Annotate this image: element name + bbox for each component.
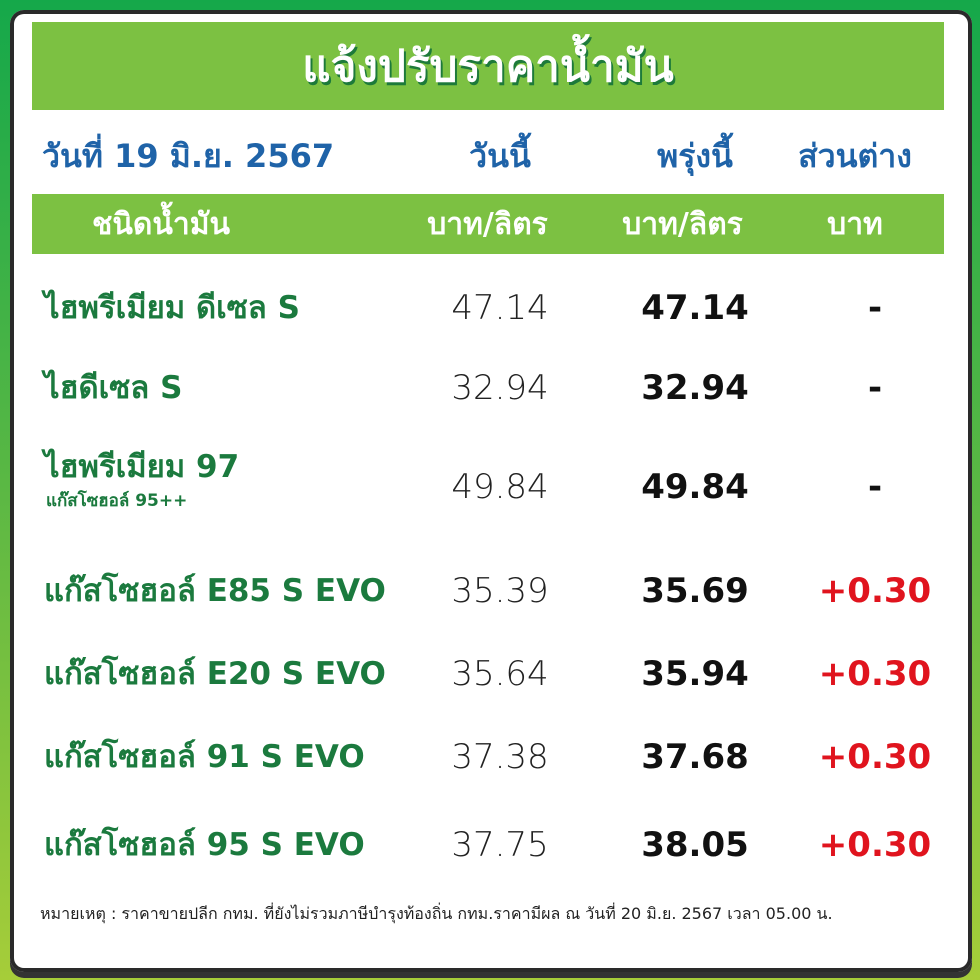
table-row: ไฮพรีเมียม 97 แก๊สโซฮอล์ 95++ 49.84 49.84 - <box>0 437 980 511</box>
price-diff: +0.30 <box>818 737 932 777</box>
today-price: 47.14 <box>451 288 549 328</box>
tomorrow-price: 35.94 <box>641 654 749 694</box>
today-price: 49.84 <box>451 467 549 507</box>
price-diff: +0.30 <box>818 825 932 865</box>
fuel-name: ไฮพรีเมียม ดีเซล S <box>44 290 300 326</box>
table-row: แก๊สโซฮอล์ 95 S EVO 37.75 38.05 +0.30 <box>0 815 980 875</box>
price-diff: - <box>867 368 883 408</box>
price-diff: +0.30 <box>818 654 932 694</box>
fuel-name: แก๊สโซฮอล์ 95 S EVO <box>44 827 365 863</box>
tomorrow-price: 47.14 <box>641 288 749 328</box>
table-row: แก๊สโซฮอล์ 91 S EVO 37.38 37.68 +0.30 <box>0 727 980 787</box>
page-title: แจ้งปรับราคาน้ำมัน <box>32 22 944 110</box>
tomorrow-price: 38.05 <box>641 825 749 865</box>
announcement-card <box>10 10 972 972</box>
today-price: 37.38 <box>451 737 549 777</box>
fuel-name: แก๊สโซฮอล์ E20 S EVO <box>44 656 386 692</box>
tomorrow-unit: บาท/ลิตร <box>622 207 743 242</box>
today-price: 35.39 <box>451 571 549 611</box>
fuel-name: ไฮพรีเมียม 97 <box>44 449 240 485</box>
tomorrow-price: 37.68 <box>641 737 749 777</box>
today-unit: บาท/ลิตร <box>427 207 548 242</box>
fuel-type-header: ชนิดน้ำมัน <box>92 207 230 242</box>
table-row: ไฮพรีเมียม ดีเซล S 47.14 47.14 - <box>0 278 980 338</box>
price-diff: - <box>867 288 883 328</box>
diff-unit: บาท <box>827 207 883 242</box>
price-diff: - <box>867 467 883 507</box>
table-row: แก๊สโซฮอล์ E20 S EVO 35.64 35.94 +0.30 <box>0 644 980 704</box>
fuel-name: ไฮดีเซล S <box>44 370 183 406</box>
date-label: วันที่ 19 มิ.ย. 2567 <box>42 137 335 175</box>
today-price: 37.75 <box>451 825 549 865</box>
today-price: 35.64 <box>451 654 549 694</box>
table-row: ไฮดีเซล S 32.94 32.94 - <box>0 358 980 418</box>
tomorrow-price: 35.69 <box>641 571 749 611</box>
price-diff: +0.30 <box>818 571 932 611</box>
fuel-name: แก๊สโซฮอล์ E85 S EVO <box>44 573 386 609</box>
fuel-subname: แก๊สโซฮอล์ 95++ <box>46 491 188 511</box>
subheader-bar <box>32 194 944 254</box>
today-price: 32.94 <box>451 368 549 408</box>
tomorrow-price: 49.84 <box>641 467 749 507</box>
fuel-name: แก๊สโซฮอล์ 91 S EVO <box>44 739 365 775</box>
table-row: แก๊สโซฮอล์ E85 S EVO 35.39 35.69 +0.30 <box>0 561 980 621</box>
today-header: วันนี้ <box>469 137 531 175</box>
tomorrow-price: 32.94 <box>641 368 749 408</box>
footnote: หมายเหตุ : ราคาขายปลีก กทม. ที่ยังไม่รวม… <box>40 904 833 923</box>
diff-header: ส่วนต่าง <box>798 137 912 175</box>
tomorrow-header: พรุ่งนี้ <box>657 137 733 175</box>
